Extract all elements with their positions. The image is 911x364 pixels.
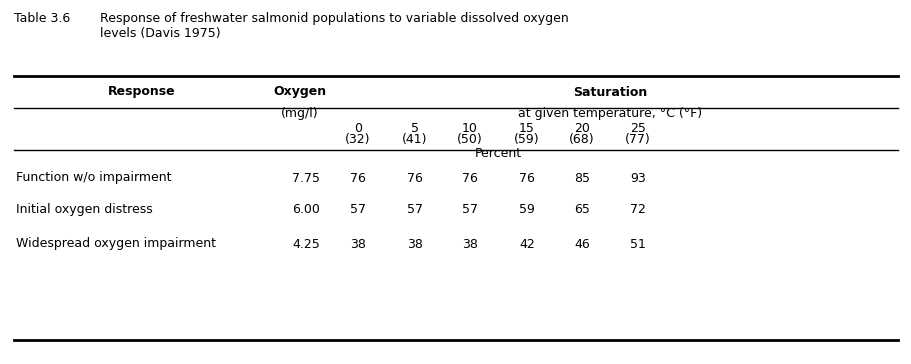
Text: 57: 57 [462,203,477,217]
Text: at given temperature, °C (°F): at given temperature, °C (°F) [517,107,701,120]
Text: 46: 46 [574,237,589,250]
Text: (77): (77) [624,134,650,146]
Text: Saturation: Saturation [572,86,647,99]
Text: 85: 85 [573,171,589,185]
Text: 72: 72 [630,203,645,217]
Text: 25: 25 [630,122,645,135]
Text: Percent: Percent [475,146,521,159]
Text: 42: 42 [518,237,534,250]
Text: Response of freshwater salmonid populations to variable dissolved oxygen
levels : Response of freshwater salmonid populati… [100,12,568,40]
Text: 65: 65 [573,203,589,217]
Text: 57: 57 [406,203,423,217]
Text: (41): (41) [402,134,427,146]
Text: (59): (59) [514,134,539,146]
Text: Initial oxygen distress: Initial oxygen distress [16,203,152,217]
Text: 76: 76 [406,171,423,185]
Text: (mg/l): (mg/l) [281,107,319,120]
Text: 76: 76 [462,171,477,185]
Text: 38: 38 [462,237,477,250]
Text: 5: 5 [411,122,418,135]
Text: Oxygen: Oxygen [273,86,326,99]
Text: 38: 38 [406,237,423,250]
Text: 20: 20 [573,122,589,135]
Text: 38: 38 [350,237,365,250]
Text: 15: 15 [518,122,535,135]
Text: (32): (32) [345,134,371,146]
Text: 0: 0 [353,122,362,135]
Text: 76: 76 [518,171,535,185]
Text: (68): (68) [568,134,594,146]
Text: Table 3.6: Table 3.6 [14,12,70,25]
Text: 76: 76 [350,171,365,185]
Text: 4.25: 4.25 [292,237,320,250]
Text: Function w/o impairment: Function w/o impairment [16,171,171,185]
Text: 10: 10 [462,122,477,135]
Text: 57: 57 [350,203,365,217]
Text: (50): (50) [456,134,482,146]
Text: Response: Response [108,86,176,99]
Text: 59: 59 [518,203,535,217]
Text: 93: 93 [630,171,645,185]
Text: Widespread oxygen impairment: Widespread oxygen impairment [16,237,216,250]
Text: 6.00: 6.00 [292,203,320,217]
Text: 7.75: 7.75 [292,171,320,185]
Text: 51: 51 [630,237,645,250]
